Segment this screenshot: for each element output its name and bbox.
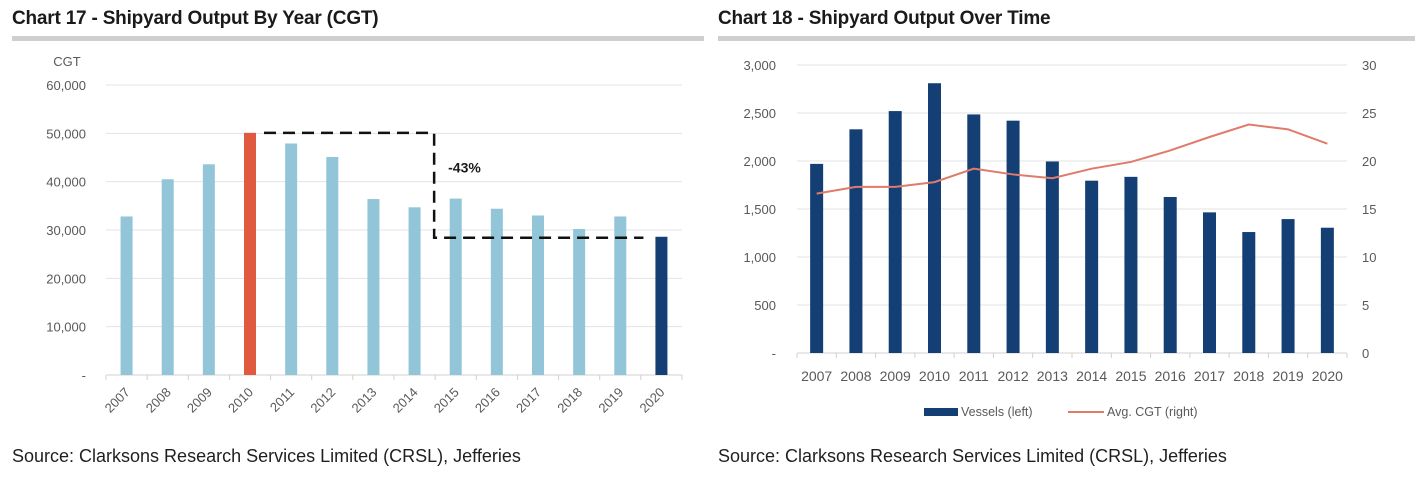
x-tick-label: 2014	[1076, 368, 1107, 384]
x-tick-label: 2014	[390, 385, 421, 416]
x-tick-label: 2010	[225, 385, 256, 416]
y-left-tick-label: 2,000	[743, 154, 776, 169]
x-tick-label: 2016	[1155, 368, 1186, 384]
y-right-tick-label: 0	[1362, 346, 1369, 361]
legend-swatch-vessels	[924, 408, 958, 416]
y-tick-label: 50,000	[46, 126, 86, 141]
x-tick-label: 2020	[1312, 368, 1343, 384]
bar-vessels-2019	[1281, 219, 1295, 353]
bar-2012	[326, 157, 339, 375]
x-tick-label: 2011	[959, 368, 989, 384]
x-tick-label: 2018	[1233, 368, 1264, 384]
bar-2019	[614, 216, 627, 375]
y-tick-label: -	[82, 368, 86, 383]
y-right-tick-label: 10	[1362, 250, 1376, 265]
x-tick-label: 2019	[595, 385, 626, 416]
x-tick-label: 2007	[102, 385, 133, 416]
chart18-title-rule	[718, 36, 1415, 41]
y-left-tick-label: -	[772, 346, 776, 361]
chart18-title: Chart 18 - Shipyard Output Over Time	[718, 8, 1051, 29]
x-tick-label: 2013	[1037, 368, 1068, 384]
x-tick-label: 2010	[919, 368, 950, 384]
y-left-tick-label: 500	[754, 298, 776, 313]
x-tick-label: 2012	[997, 368, 1028, 384]
y-tick-label: 10,000	[46, 320, 86, 335]
annotation-dashed-step	[264, 131, 644, 240]
x-tick-label: 2017	[513, 385, 544, 416]
y-tick-label: 40,000	[46, 175, 86, 190]
legend-label-vessels: Vessels (left)	[961, 405, 1033, 419]
x-tick-label: 2015	[431, 385, 462, 416]
bar-2018	[573, 229, 586, 375]
bar-vessels-2016	[1163, 197, 1177, 353]
y-right-tick-label: 25	[1362, 106, 1376, 121]
bar-vessels-2013	[1045, 161, 1059, 353]
bar-vessels-2009	[888, 111, 902, 353]
x-tick-label: 2018	[554, 385, 585, 416]
y-tick-label: 20,000	[46, 271, 86, 286]
y-right-tick-label: 20	[1362, 154, 1376, 169]
bar-2014	[408, 207, 421, 375]
chart17-plot: CGT - 10,000 20,000 30,000 40,000 50,000 60,000…	[46, 54, 683, 416]
bar-vessels-2014	[1085, 180, 1099, 353]
bar-2008	[161, 179, 174, 375]
bar-vessels-2011	[967, 114, 981, 353]
bar-2015	[449, 198, 462, 375]
annotation-label: -43%	[448, 159, 481, 175]
x-tick-label: 2008	[143, 385, 174, 416]
y-right-tick-label: 30	[1362, 58, 1376, 73]
x-tick-label: 2011	[267, 385, 297, 415]
x-tick-label: 2007	[801, 368, 832, 384]
x-tick-label: 2009	[184, 385, 215, 416]
bar-2020	[655, 236, 668, 375]
y-axis-unit-label: CGT	[53, 54, 81, 69]
chart17-panel: Chart 17 - Shipyard Output By Year (CGT)…	[12, 8, 704, 466]
chart17-source: Source: Clarksons Research Services Limi…	[12, 446, 521, 466]
y-tick-label: 30,000	[46, 223, 86, 238]
legend-label-avg-cgt: Avg. CGT (right)	[1107, 405, 1198, 419]
y-tick-label: 60,000	[46, 78, 86, 93]
bar-2010	[244, 132, 256, 375]
y-left-tick-label: 1,500	[743, 202, 776, 217]
bar-vessels-2018	[1242, 232, 1256, 353]
chart17-title-rule	[12, 36, 704, 41]
x-tick-label: 2013	[348, 385, 379, 416]
bar-2009	[202, 164, 215, 375]
y-right-tick-label: 5	[1362, 298, 1369, 313]
x-tick-label: 2008	[840, 368, 871, 384]
x-tick-label: 2009	[880, 368, 911, 384]
bar-2007	[120, 216, 133, 375]
y-left-tick-label: 3,000	[743, 58, 776, 73]
bar-vessels-2007	[810, 163, 824, 353]
chart18-plot: - 500 1,000 1,500 2,000 2,500 3,000 0 5 10 15 20 25 3…	[743, 58, 1376, 419]
bar-vessels-2015	[1124, 176, 1138, 353]
x-tick-label: 2019	[1272, 368, 1303, 384]
x-tick-label: 2016	[472, 385, 503, 416]
y-right-tick-label: 15	[1362, 202, 1376, 217]
bar-vessels-2010	[928, 83, 941, 354]
line-avg-cgt	[816, 123, 1328, 195]
x-tick-label: 2017	[1194, 368, 1225, 384]
chart18-panel: Chart 18 - Shipyard Output Over Time -50…	[710, 0, 1420, 478]
x-tick-label: 2020	[636, 385, 667, 416]
chart17-title: Chart 17 - Shipyard Output By Year (CGT)	[12, 8, 379, 29]
bar-2016	[490, 208, 503, 375]
bar-vessels-2012	[1006, 120, 1020, 354]
bar-vessels-2017	[1203, 212, 1216, 353]
x-tick-label: 2012	[307, 385, 338, 416]
y-left-tick-label: 1,000	[743, 250, 776, 265]
bar-vessels-2008	[849, 129, 863, 353]
bar-2011	[285, 143, 298, 375]
y-left-tick-label: 2,500	[743, 106, 776, 121]
bar-2013	[367, 199, 380, 375]
bar-2017	[532, 215, 544, 375]
chart18-source: Source: Clarksons Research Services Limi…	[718, 446, 1227, 466]
bar-vessels-2020	[1320, 227, 1334, 353]
x-tick-label: 2015	[1115, 368, 1146, 384]
